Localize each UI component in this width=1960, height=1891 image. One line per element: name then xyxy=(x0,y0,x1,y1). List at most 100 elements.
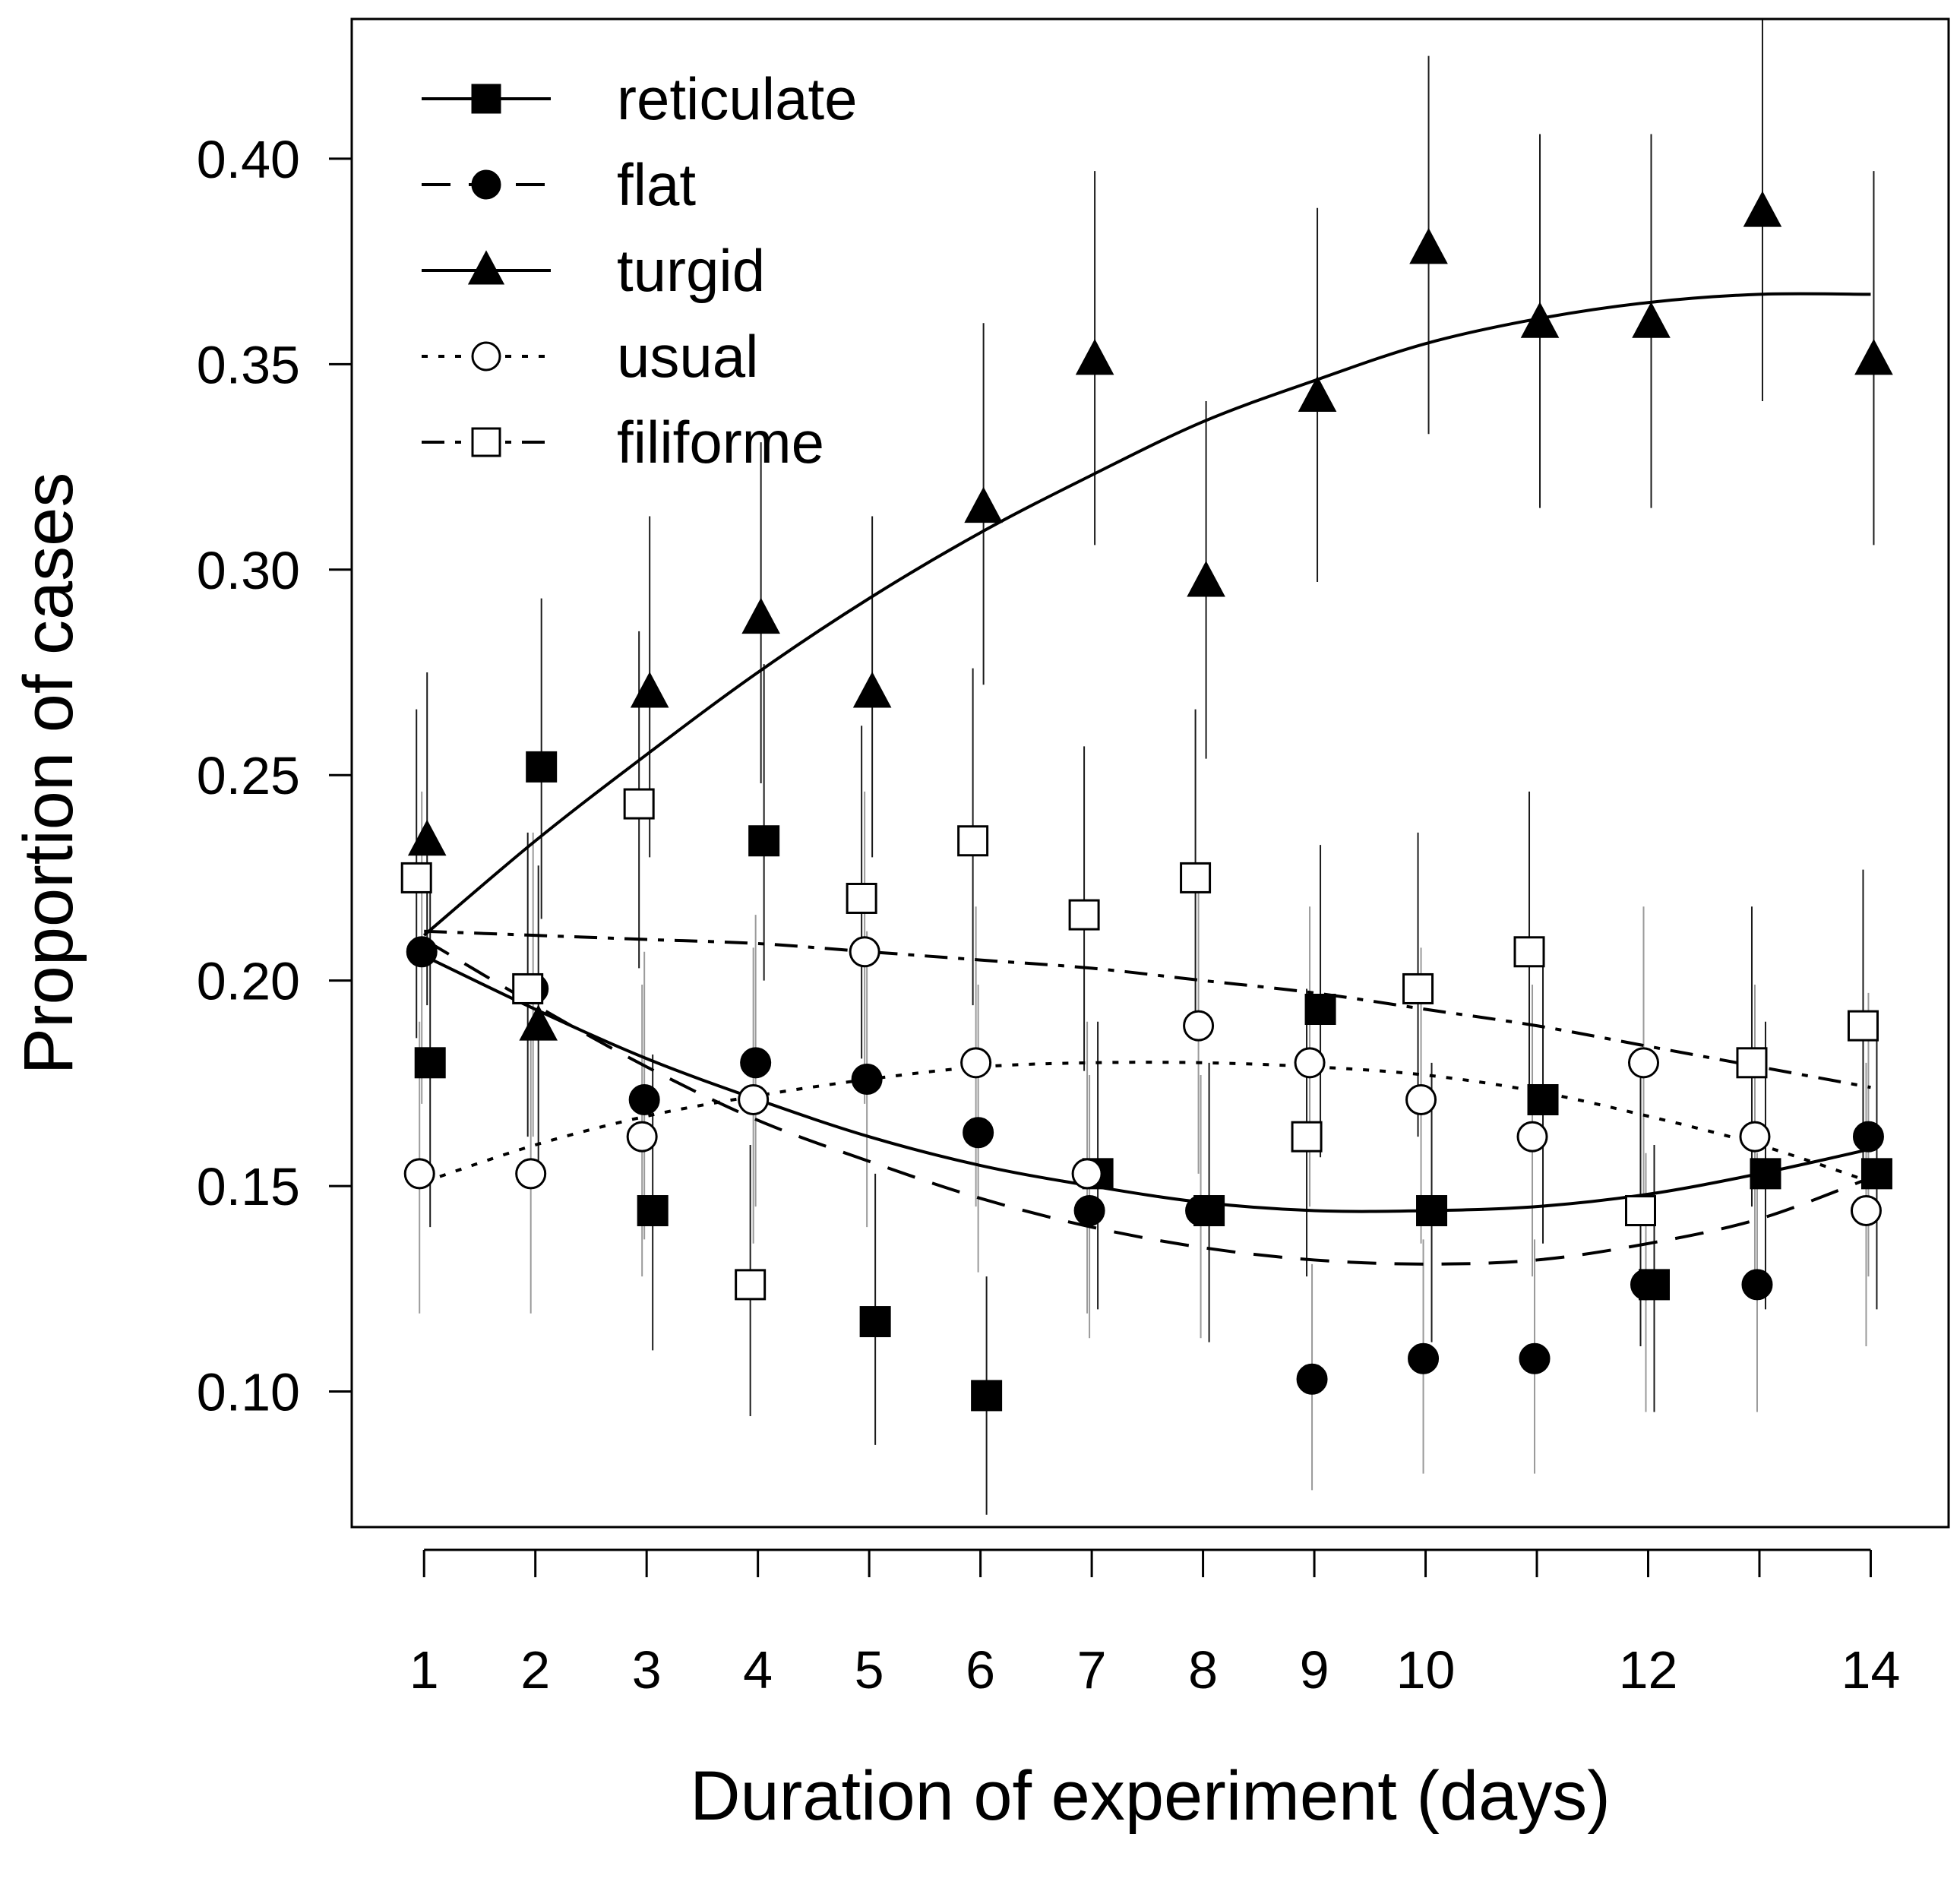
point-flat-day-6 xyxy=(963,1117,994,1149)
point-reticulate-day-2 xyxy=(526,751,558,783)
point-usual-day-8 xyxy=(1183,1010,1215,1042)
point-flat-day-8 xyxy=(1185,1195,1217,1227)
x-tick-label-2: 2 xyxy=(520,1640,550,1700)
x-tick-label-4: 4 xyxy=(743,1640,773,1700)
point-turgid-day-8 xyxy=(1187,561,1225,597)
plot-frame xyxy=(350,17,1950,1529)
point-usual-day-5 xyxy=(849,936,880,968)
y-tick-label-0-35: 0.35 xyxy=(197,335,300,394)
legend-marker-reticulate xyxy=(471,84,501,114)
point-usual-day-14 xyxy=(1850,1195,1882,1227)
fit-line-flat xyxy=(423,938,1872,1266)
point-turgid-day-5 xyxy=(852,672,892,708)
fit-curves xyxy=(422,292,1872,1266)
point-flat-day-4 xyxy=(740,1047,772,1079)
point-filiforme-day-11 xyxy=(1513,936,1545,968)
x-tick-label-14: 14 xyxy=(1841,1640,1901,1700)
y-tick-label-0-40: 0.40 xyxy=(197,130,300,189)
point-usual-day-6 xyxy=(960,1047,992,1079)
point-turgid-day-6 xyxy=(964,486,1003,523)
x-tick-label-8: 8 xyxy=(1188,1640,1218,1700)
x-tick-label-5: 5 xyxy=(855,1640,884,1700)
point-turgid-day-13 xyxy=(1743,191,1782,227)
point-usual-day-11 xyxy=(1516,1121,1548,1153)
point-usual-day-13 xyxy=(1739,1121,1771,1153)
y-tick-label-0-30: 0.30 xyxy=(197,541,300,600)
point-filiforme-day-10 xyxy=(1402,972,1434,1004)
y-tick-label-0-15: 0.15 xyxy=(197,1157,300,1216)
x-tick-label-3: 3 xyxy=(632,1640,662,1700)
point-reticulate-day-13 xyxy=(1750,1158,1781,1190)
point-turgid-day-9 xyxy=(1298,375,1337,413)
x-axis: 1 2 3 4 5 6 7 8 9 10 12 14 xyxy=(409,1548,1901,1700)
point-flat-day-1 xyxy=(406,936,438,968)
legend-label-turgid: turgid xyxy=(617,237,765,304)
legend-marker-filiforme xyxy=(471,427,501,457)
fit-line-turgid xyxy=(422,292,1871,937)
point-turgid-day-2 xyxy=(519,1004,558,1041)
point-flat-day-11 xyxy=(1519,1342,1551,1374)
point-turgid-day-10 xyxy=(1409,227,1448,264)
point-filiforme-day-1 xyxy=(400,862,432,893)
point-flat-day-13 xyxy=(1741,1269,1773,1301)
point-flat-day-10 xyxy=(1408,1342,1440,1374)
point-usual-day-3 xyxy=(626,1121,658,1153)
x-tick-label-7: 7 xyxy=(1077,1640,1107,1700)
point-filiforme-day-4 xyxy=(735,1269,767,1301)
point-reticulate-day-4 xyxy=(748,825,780,857)
legend-label-filiforme: filiforme xyxy=(617,409,824,476)
point-usual-day-7 xyxy=(1071,1158,1103,1190)
y-tick-label-0-25: 0.25 xyxy=(197,746,300,805)
x-tick-label-1: 1 xyxy=(409,1640,439,1700)
point-filiforme-day-13 xyxy=(1736,1047,1768,1079)
point-turgid-day-14 xyxy=(1854,339,1893,375)
y-tick-label-0-20: 0.20 xyxy=(197,952,300,1011)
fit-line-filiforme xyxy=(424,929,1871,1089)
x-tick-label-12: 12 xyxy=(1619,1640,1678,1700)
point-filiforme-day-8 xyxy=(1180,862,1212,893)
point-flat-day-5 xyxy=(851,1063,883,1095)
point-filiforme-day-3 xyxy=(623,788,655,820)
point-usual-day-2 xyxy=(515,1158,547,1190)
point-reticulate-day-6 xyxy=(971,1380,1003,1412)
point-usual-day-10 xyxy=(1405,1083,1437,1115)
legend-marker-turgid xyxy=(467,250,505,285)
point-flat-day-7 xyxy=(1073,1195,1105,1227)
point-filiforme-day-14 xyxy=(1847,1010,1879,1042)
y-axis: 0.10 0.15 0.20 0.25 0.30 0.35 0.40 xyxy=(197,130,352,1422)
x-tick-label-6: 6 xyxy=(966,1640,995,1700)
point-flat-day-9 xyxy=(1296,1363,1328,1395)
point-filiforme-day-5 xyxy=(846,882,877,914)
point-filiforme-day-2 xyxy=(512,972,544,1004)
point-filiforme-day-6 xyxy=(957,825,989,857)
point-usual-day-1 xyxy=(403,1158,435,1190)
x-tick-label-9: 9 xyxy=(1300,1640,1329,1700)
point-flat-day-14 xyxy=(1852,1121,1884,1153)
point-flat-day-12 xyxy=(1630,1269,1662,1301)
legend-marker-usual xyxy=(471,341,501,372)
data-points xyxy=(400,191,1893,1412)
legend-label-usual: usual xyxy=(617,323,758,390)
point-turgid-day-1 xyxy=(407,819,447,856)
x-tick-label-10: 10 xyxy=(1396,1640,1456,1700)
point-usual-day-12 xyxy=(1628,1047,1660,1079)
point-reticulate-day-3 xyxy=(637,1195,669,1227)
point-reticulate-day-5 xyxy=(859,1306,891,1338)
point-filiforme-day-12 xyxy=(1625,1195,1657,1227)
point-turgid-day-4 xyxy=(741,597,780,634)
y-axis-label: Proportion of cases xyxy=(10,473,87,1075)
point-reticulate-day-11 xyxy=(1527,1083,1559,1115)
point-reticulate-day-14 xyxy=(1860,1158,1892,1190)
legend-label-reticulate: reticulate xyxy=(617,65,858,132)
point-usual-day-9 xyxy=(1294,1047,1326,1079)
point-flat-day-3 xyxy=(628,1083,660,1115)
point-reticulate-day-10 xyxy=(1416,1195,1448,1227)
point-filiforme-day-9 xyxy=(1291,1121,1323,1153)
legend-label-flat: flat xyxy=(617,151,696,218)
x-axis-label: Duration of experiment (days) xyxy=(690,1757,1611,1835)
point-reticulate-day-1 xyxy=(414,1047,446,1079)
point-turgid-day-12 xyxy=(1632,302,1671,338)
